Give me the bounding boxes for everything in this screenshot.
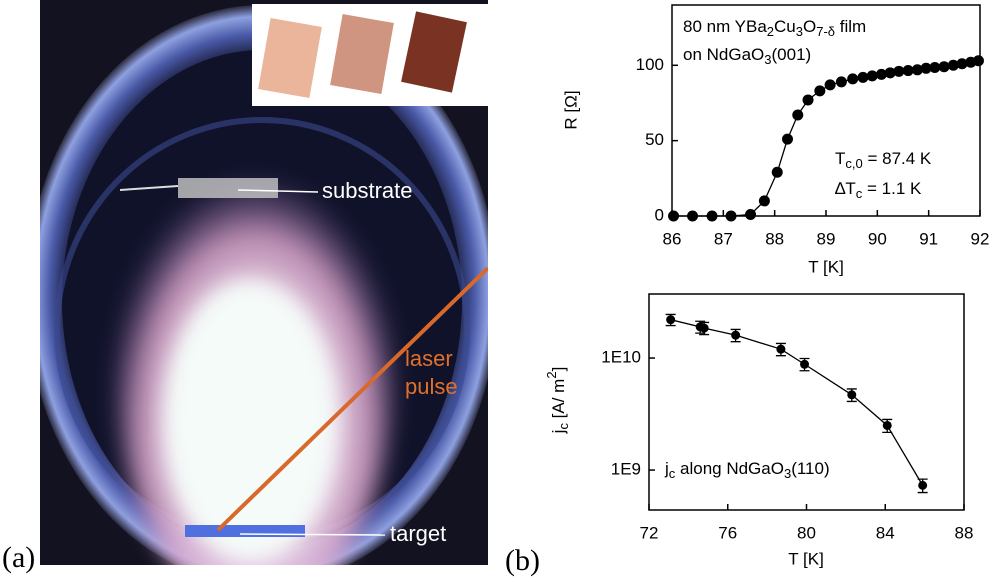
x-tick-label: 72 xyxy=(640,523,659,542)
data-point xyxy=(800,360,809,369)
text-part: ] xyxy=(549,367,568,372)
data-point xyxy=(687,211,698,222)
data-point xyxy=(759,195,770,206)
data-point xyxy=(745,209,756,220)
x-tick-label: 88 xyxy=(765,229,784,248)
data-point xyxy=(867,70,878,81)
x-tick-label: 80 xyxy=(797,523,816,542)
text-part: = 87.4 K xyxy=(863,149,932,168)
data-point xyxy=(883,421,892,430)
x-tick-label: 89 xyxy=(817,229,836,248)
data-point xyxy=(939,61,950,72)
data-point xyxy=(776,345,785,354)
text-part: on NdGaO xyxy=(683,45,764,64)
superscript: 2 xyxy=(544,371,559,378)
photo-label: substrate xyxy=(322,178,413,203)
data-point xyxy=(847,390,856,399)
text-part: (110) xyxy=(791,459,829,478)
text-part: along NdGaO xyxy=(675,459,784,478)
subscript: 2 xyxy=(767,24,774,39)
y-axis-label: R [Ω] xyxy=(561,90,580,129)
data-point xyxy=(726,211,737,222)
data-point xyxy=(666,315,675,324)
data-point xyxy=(792,110,803,121)
annotation: on NdGaO3​(001) xyxy=(683,45,811,67)
photo-label: pulse xyxy=(405,374,458,399)
annotation: 80 nm YBa2​Cu3​O7-δ​ film xyxy=(683,17,866,39)
x-axis-label: T [K] xyxy=(788,549,824,568)
panel-label: (a) xyxy=(2,541,35,574)
x-tick-label: 84 xyxy=(876,523,895,542)
y-tick-label: 100 xyxy=(636,55,664,74)
text-part: T xyxy=(835,149,845,168)
x-tick-label: 76 xyxy=(718,523,737,542)
data-point xyxy=(707,211,718,222)
photo-label: target xyxy=(390,521,446,546)
figure: (a) (b) substrate laser pulse target 86 87 88 89 9… xyxy=(0,0,994,588)
subscript: c,0 xyxy=(845,156,862,171)
y-tick-label: 50 xyxy=(645,130,664,149)
x-tick-label: 90 xyxy=(868,229,887,248)
data-point xyxy=(918,481,927,490)
data-point xyxy=(973,55,984,66)
subscript: 3 xyxy=(764,52,771,67)
text-part: film xyxy=(835,17,866,36)
x-tick-label: 91 xyxy=(919,229,938,248)
y-tick-label: 1E9 xyxy=(611,460,641,479)
text-part: [A/ m xyxy=(549,379,568,423)
data-point xyxy=(803,94,814,105)
data-point xyxy=(731,331,740,340)
text-part: O xyxy=(803,17,816,36)
subscript: 7-δ xyxy=(816,24,835,39)
data-point xyxy=(814,85,825,96)
x-axis-label: T [K] xyxy=(808,257,844,276)
y-tick-label: 0 xyxy=(655,205,664,224)
data-point xyxy=(772,167,783,178)
text-part: ∆T xyxy=(835,179,856,198)
annotation: jc​ along NdGaO3​(110) xyxy=(664,459,830,481)
photo-label: laser xyxy=(405,346,453,371)
data-point xyxy=(857,72,868,83)
y-tick-label: 1E10 xyxy=(601,348,641,367)
text-part: Cu xyxy=(774,17,796,36)
data-point xyxy=(847,73,858,84)
y-axis-label: jc​ [A/ m2​] xyxy=(544,367,571,435)
x-tick-label: 88 xyxy=(955,523,974,542)
panel-label: (b) xyxy=(505,544,540,577)
subscript: 3 xyxy=(784,466,791,481)
data-point xyxy=(700,324,709,333)
annotation: ∆Tc​ = 1.1 K xyxy=(835,179,922,201)
annotation: Tc,0​ = 87.4 K xyxy=(835,149,932,171)
data-point xyxy=(782,134,793,145)
text-part: = 1.1 K xyxy=(862,179,922,198)
text-part: 80 nm YBa xyxy=(683,17,767,36)
x-tick-label: 86 xyxy=(663,229,682,248)
data-point xyxy=(825,79,836,90)
subscript: 3 xyxy=(796,24,803,39)
x-tick-label: 92 xyxy=(971,229,990,248)
text-part: (001) xyxy=(772,45,812,64)
data-point xyxy=(668,211,679,222)
x-tick-label: 87 xyxy=(714,229,733,248)
data-point xyxy=(836,76,847,87)
photo xyxy=(26,0,498,588)
